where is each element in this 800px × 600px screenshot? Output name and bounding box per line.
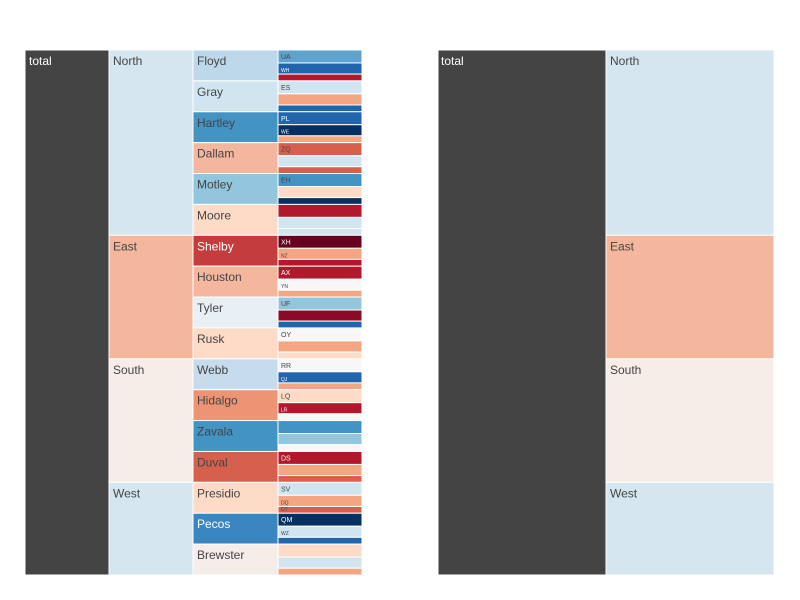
- county-cell-shelby[interactable]: [192, 234, 279, 267]
- leaf-label-hidalgo-0: LQ: [281, 394, 291, 401]
- region-label-2-west: West: [610, 486, 638, 500]
- leaf-label-webb-1: QJ: [281, 377, 288, 383]
- leaf-label-floyd-0: UA: [281, 54, 291, 61]
- county-label-motley: Motley: [197, 178, 232, 192]
- region-label-east: East: [113, 239, 138, 253]
- leaf-label-shelby-1: NZ: [281, 253, 288, 259]
- region-label-west: West: [113, 486, 141, 500]
- county-cell-motley[interactable]: [192, 173, 279, 205]
- leaf-label-pecos-1: WZ: [281, 531, 289, 537]
- county-label-dallam: Dallam: [197, 147, 234, 161]
- county-label-floyd: Floyd: [197, 54, 226, 68]
- county-cell-floyd[interactable]: [192, 49, 279, 82]
- leaf-label-gray-0: ES: [281, 85, 291, 92]
- county-cell-pecos[interactable]: [192, 512, 279, 545]
- root-label-2: total: [441, 54, 464, 68]
- county-label-hidalgo: Hidalgo: [197, 394, 238, 408]
- region-cell-2-west[interactable]: [605, 481, 775, 576]
- region-cell-east[interactable]: [108, 234, 194, 360]
- county-label-pecos: Pecos: [197, 517, 230, 531]
- county-cell-rusk[interactable]: [192, 327, 279, 360]
- root-label: total: [29, 54, 52, 68]
- county-cell-webb[interactable]: [192, 358, 279, 391]
- county-label-shelby: Shelby: [197, 239, 234, 253]
- leaf-label-dallam-0: ZQ: [281, 147, 291, 154]
- region-label-north: North: [113, 54, 142, 68]
- region-cell-2-north[interactable]: [605, 49, 775, 236]
- county-label-tyler: Tyler: [197, 301, 223, 315]
- county-cell-hidalgo[interactable]: [192, 389, 279, 422]
- root-cell[interactable]: [24, 49, 110, 576]
- county-cell-dallam[interactable]: [192, 142, 279, 175]
- leaf-label-presidio-2: OT: [281, 507, 288, 513]
- county-label-brewster: Brewster: [197, 548, 244, 562]
- leaf-cell-brewster-2[interactable]: [277, 567, 363, 576]
- county-label-hartley: Hartley: [197, 116, 235, 130]
- county-cell-gray[interactable]: [192, 80, 279, 113]
- county-cell-hartley[interactable]: [192, 111, 279, 144]
- leaf-label-shelby-0: XH: [281, 239, 291, 246]
- leaf-label-duval-0: DS: [281, 455, 291, 462]
- leaf-label-hartley-1: WE: [281, 130, 290, 136]
- region-label-south: South: [113, 363, 144, 377]
- county-label-duval: Duval: [197, 455, 228, 469]
- county-label-houston: Houston: [197, 270, 242, 284]
- leaf-label-rusk-0: OY: [281, 332, 291, 339]
- leaf-label-hartley-0: PL: [281, 116, 290, 123]
- county-label-zavala: Zavala: [197, 425, 233, 439]
- leaf-label-houston-1: YN: [281, 284, 288, 290]
- region-cell-south[interactable]: [108, 358, 194, 483]
- county-cell-brewster[interactable]: [192, 543, 279, 576]
- county-label-moore: Moore: [197, 208, 231, 222]
- leaf-label-floyd-1: WH: [281, 68, 290, 74]
- leaf-label-tyler-0: UF: [281, 301, 290, 308]
- county-label-gray: Gray: [197, 85, 223, 99]
- county-cell-duval[interactable]: [192, 450, 279, 483]
- county-cell-tyler[interactable]: [192, 296, 279, 329]
- region-label-2-north: North: [610, 54, 639, 68]
- leaf-label-motley-0: EH: [281, 178, 291, 185]
- region-cell-2-south[interactable]: [605, 358, 775, 483]
- leaf-label-pecos-0: QM: [281, 517, 292, 524]
- region-cell-2-east[interactable]: [605, 234, 775, 360]
- county-cell-zavala[interactable]: [192, 420, 279, 452]
- region-label-2-south: South: [610, 363, 641, 377]
- county-cell-moore[interactable]: [192, 203, 279, 236]
- county-label-rusk: Rusk: [197, 332, 225, 346]
- region-label-2-east: East: [610, 239, 635, 253]
- region-cell-west[interactable]: [108, 481, 194, 576]
- leaf-label-presidio-0: SV: [281, 486, 291, 493]
- leaf-label-houston-0: AX: [281, 270, 291, 277]
- leaf-label-webb-0: RR: [281, 363, 291, 370]
- county-label-webb: Webb: [197, 363, 228, 377]
- leaf-label-hidalgo-1: LR: [281, 408, 288, 414]
- root-cell-2[interactable]: [437, 49, 607, 576]
- county-cell-presidio[interactable]: [192, 481, 279, 514]
- leaf-label-presidio-1: DQ: [281, 500, 289, 506]
- county-label-presidio: Presidio: [197, 486, 241, 500]
